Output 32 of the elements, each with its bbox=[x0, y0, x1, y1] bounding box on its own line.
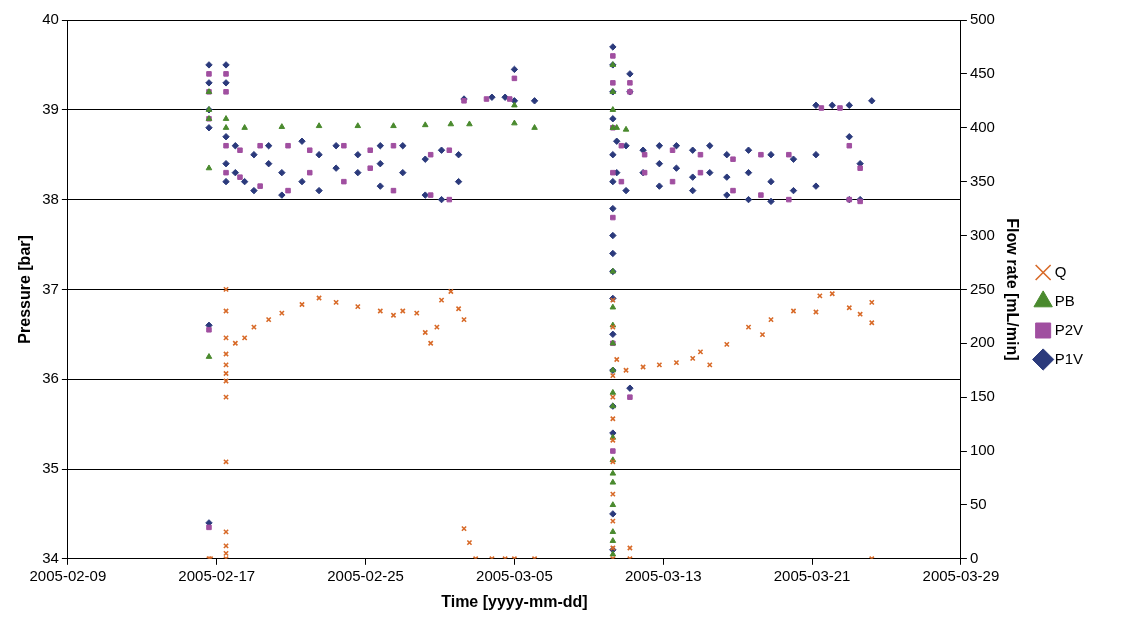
x-tick-label: 2005-03-21 bbox=[773, 566, 851, 584]
y2-tick-label: 50 bbox=[969, 495, 987, 513]
y2-tick-label: 500 bbox=[969, 10, 995, 28]
y2-tick-label: 400 bbox=[969, 117, 995, 135]
y2-tick-label: 150 bbox=[969, 387, 995, 405]
legend-label: P1V bbox=[1054, 349, 1084, 367]
y2-tick-label: 350 bbox=[969, 171, 995, 189]
y2-tick-label: 450 bbox=[969, 64, 995, 82]
x-axis-title: Time [yyyy-mm-dd] bbox=[441, 592, 588, 610]
y2-tick-label: 200 bbox=[969, 333, 995, 351]
x-tick-label: 2005-02-17 bbox=[178, 566, 256, 584]
y2-tick-label: 100 bbox=[969, 441, 995, 459]
legend-label: P2V bbox=[1054, 320, 1084, 338]
x-tick-label: 2005-03-29 bbox=[922, 566, 1000, 584]
y-tick-label: 37 bbox=[42, 279, 59, 297]
y-tick-label: 38 bbox=[42, 189, 59, 207]
y2-tick-label: 250 bbox=[969, 279, 995, 297]
y-tick-label: 35 bbox=[42, 459, 59, 477]
x-tick-label: 2005-03-13 bbox=[624, 566, 702, 584]
y-axis-title: Pressure [bar] bbox=[16, 235, 34, 344]
legend-label: Q bbox=[1054, 262, 1067, 280]
y-tick-label: 34 bbox=[42, 548, 59, 566]
y-tick-label: 36 bbox=[42, 369, 59, 387]
y2-tick-label: 0 bbox=[969, 548, 979, 566]
x-tick-label: 2005-02-09 bbox=[29, 566, 107, 584]
x-tick-label: 2005-03-05 bbox=[476, 566, 553, 584]
x-tick-label: 2005-02-25 bbox=[327, 566, 404, 584]
y-tick-label: 39 bbox=[42, 99, 59, 117]
legend-label: PB bbox=[1054, 291, 1075, 309]
y2-axis-title: Flow rate [mL/min] bbox=[1004, 218, 1022, 361]
y2-tick-label: 300 bbox=[969, 225, 995, 243]
y-tick-label: 40 bbox=[42, 10, 59, 28]
